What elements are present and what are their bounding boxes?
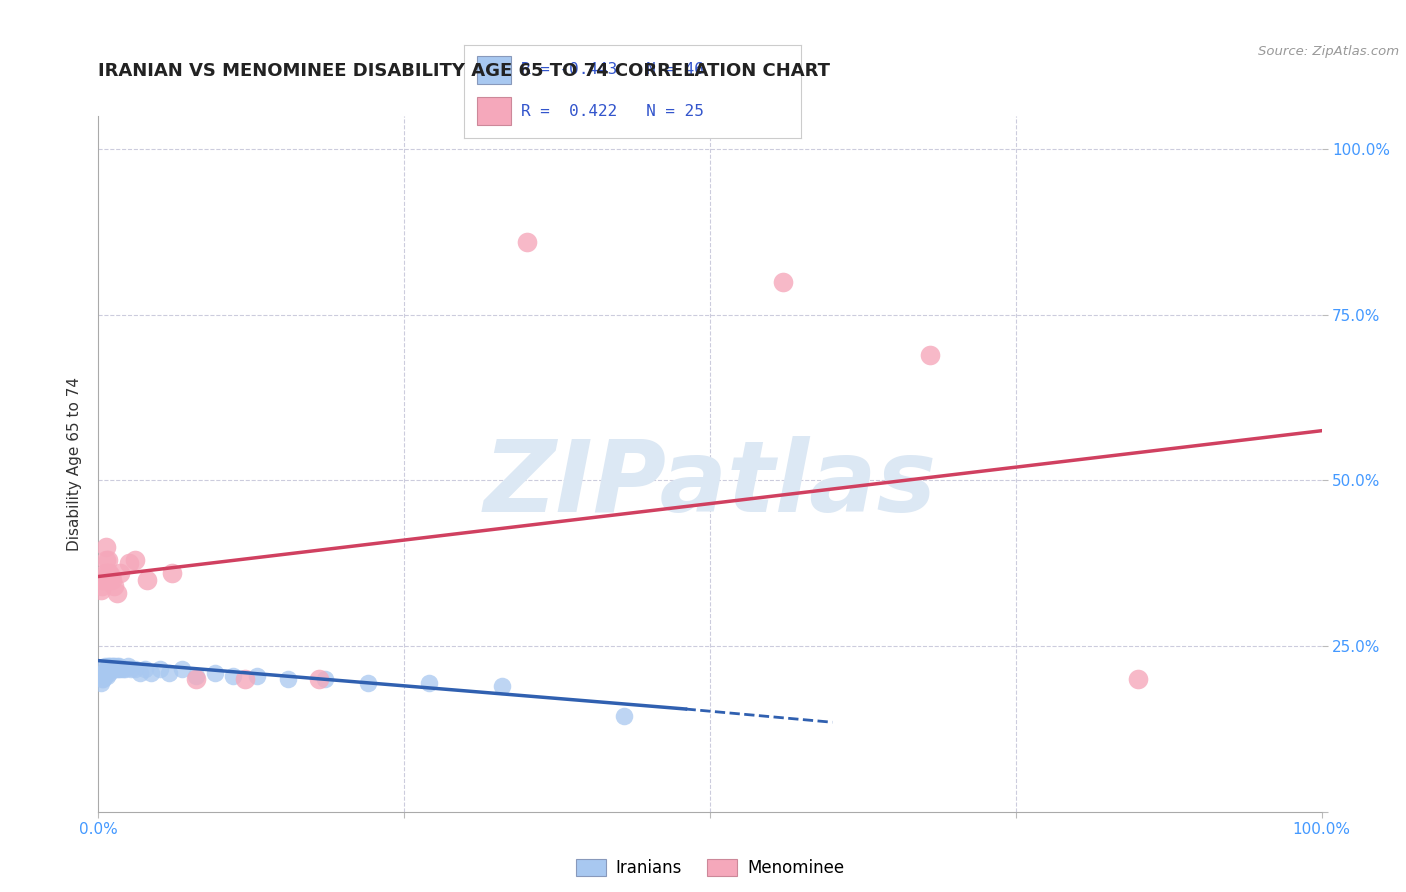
Point (91, 672, 114, 686)
Point (101, 659, 124, 673)
Point (93, 659, 115, 673)
Point (120, 662, 142, 676)
Point (114, 662, 136, 676)
Point (94, 662, 117, 676)
Point (515, 235, 537, 249)
Point (90, 582, 112, 597)
Point (134, 662, 156, 676)
Point (204, 665, 226, 680)
Point (101, 573, 124, 587)
Point (97, 659, 120, 673)
Point (90, 675, 112, 690)
Text: ZIPatlas: ZIPatlas (484, 436, 936, 533)
Point (94, 540, 117, 554)
Point (98, 665, 121, 680)
Point (418, 675, 440, 690)
Point (110, 662, 132, 676)
Point (139, 665, 162, 680)
Point (93, 669, 115, 683)
Point (94, 665, 117, 680)
Point (93, 566, 115, 581)
Point (104, 662, 127, 676)
Point (91, 672, 114, 686)
Point (107, 662, 129, 676)
Point (246, 669, 269, 683)
Legend: Iranians, Menominee: Iranians, Menominee (569, 852, 851, 883)
Point (91, 573, 114, 587)
Point (124, 553, 146, 567)
Point (136, 573, 159, 587)
Point (222, 669, 245, 683)
Point (186, 672, 208, 686)
Point (96, 669, 118, 683)
Y-axis label: Disability Age 65 to 74: Disability Age 65 to 74 (67, 376, 83, 551)
Point (97, 662, 120, 676)
Point (356, 675, 378, 690)
Point (277, 672, 299, 686)
Point (97, 553, 120, 567)
Point (613, 708, 636, 723)
Point (100, 659, 122, 673)
Point (94, 553, 117, 567)
Point (105, 659, 128, 673)
Point (491, 679, 513, 693)
Point (920, 347, 942, 361)
FancyBboxPatch shape (478, 97, 512, 125)
Point (108, 659, 131, 673)
Point (100, 662, 122, 676)
Point (170, 662, 193, 676)
Point (314, 672, 336, 686)
Point (101, 662, 124, 676)
Point (91, 665, 114, 680)
Point (98, 566, 121, 581)
Point (308, 672, 330, 686)
Point (101, 662, 124, 676)
Point (105, 586, 128, 600)
Point (103, 659, 125, 673)
Point (96, 566, 118, 581)
Point (117, 659, 139, 673)
Point (96, 662, 118, 676)
Point (98, 659, 121, 673)
Point (118, 556, 141, 570)
Point (233, 672, 256, 686)
Point (149, 662, 172, 676)
Point (111, 662, 134, 676)
Point (103, 579, 125, 593)
Point (160, 566, 183, 581)
Point (157, 665, 180, 680)
FancyBboxPatch shape (478, 56, 512, 84)
Point (110, 566, 132, 581)
Point (772, 275, 794, 289)
Text: R = -0.443   N = 46: R = -0.443 N = 46 (522, 62, 704, 78)
Point (1128, 672, 1150, 686)
Point (124, 662, 146, 676)
Point (91, 579, 114, 593)
Text: Source: ZipAtlas.com: Source: ZipAtlas.com (1258, 45, 1399, 58)
Point (129, 665, 152, 680)
Text: R =  0.422   N = 25: R = 0.422 N = 25 (522, 103, 704, 119)
Point (186, 669, 208, 683)
Point (100, 569, 122, 583)
Text: IRANIAN VS MENOMINEE DISABILITY AGE 65 TO 74 CORRELATION CHART: IRANIAN VS MENOMINEE DISABILITY AGE 65 T… (98, 62, 831, 80)
